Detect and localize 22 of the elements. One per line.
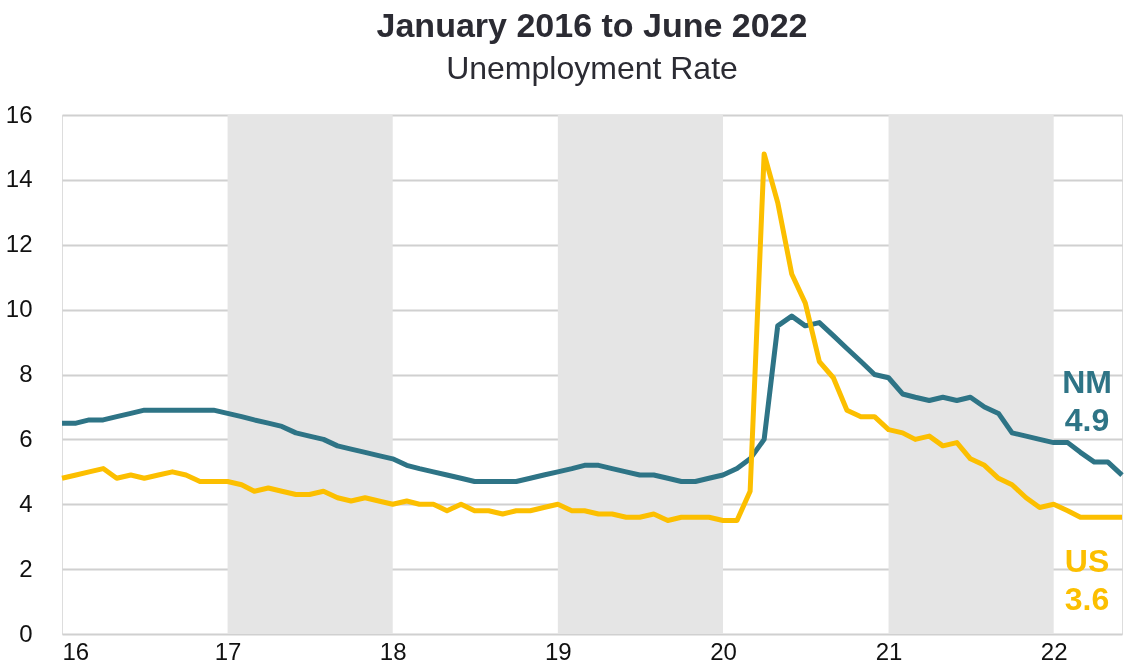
y-tick-label: 6 — [19, 424, 33, 452]
x-tick-label: 16 — [62, 637, 90, 665]
data-label: 3.6 — [1064, 581, 1110, 618]
y-tick-label: 4 — [19, 489, 33, 517]
x-tick-label: 21 — [875, 637, 903, 665]
x-tick-label: 20 — [710, 637, 737, 665]
y-tick-label: 12 — [5, 230, 33, 258]
y-tick-label: 10 — [5, 295, 33, 323]
y-tick-label: 8 — [19, 360, 33, 387]
x-tick-label: 17 — [214, 637, 242, 665]
chart-subtitle: Unemployment Rate — [446, 50, 738, 86]
chart-title: January 2016 to June 2022 — [376, 6, 808, 44]
data-label: 4.9 — [1064, 402, 1110, 439]
series-label: US — [1064, 543, 1110, 580]
x-tick-label: 19 — [544, 637, 572, 665]
x-tick-label: 18 — [379, 637, 407, 665]
y-tick-label: 0 — [19, 619, 33, 647]
y-tick-label: 14 — [5, 165, 33, 193]
y-tick-label: 16 — [5, 100, 33, 128]
y-tick-label: 2 — [19, 554, 33, 582]
series-label: NM — [1062, 364, 1112, 401]
x-tick-label: 22 — [1040, 637, 1068, 665]
